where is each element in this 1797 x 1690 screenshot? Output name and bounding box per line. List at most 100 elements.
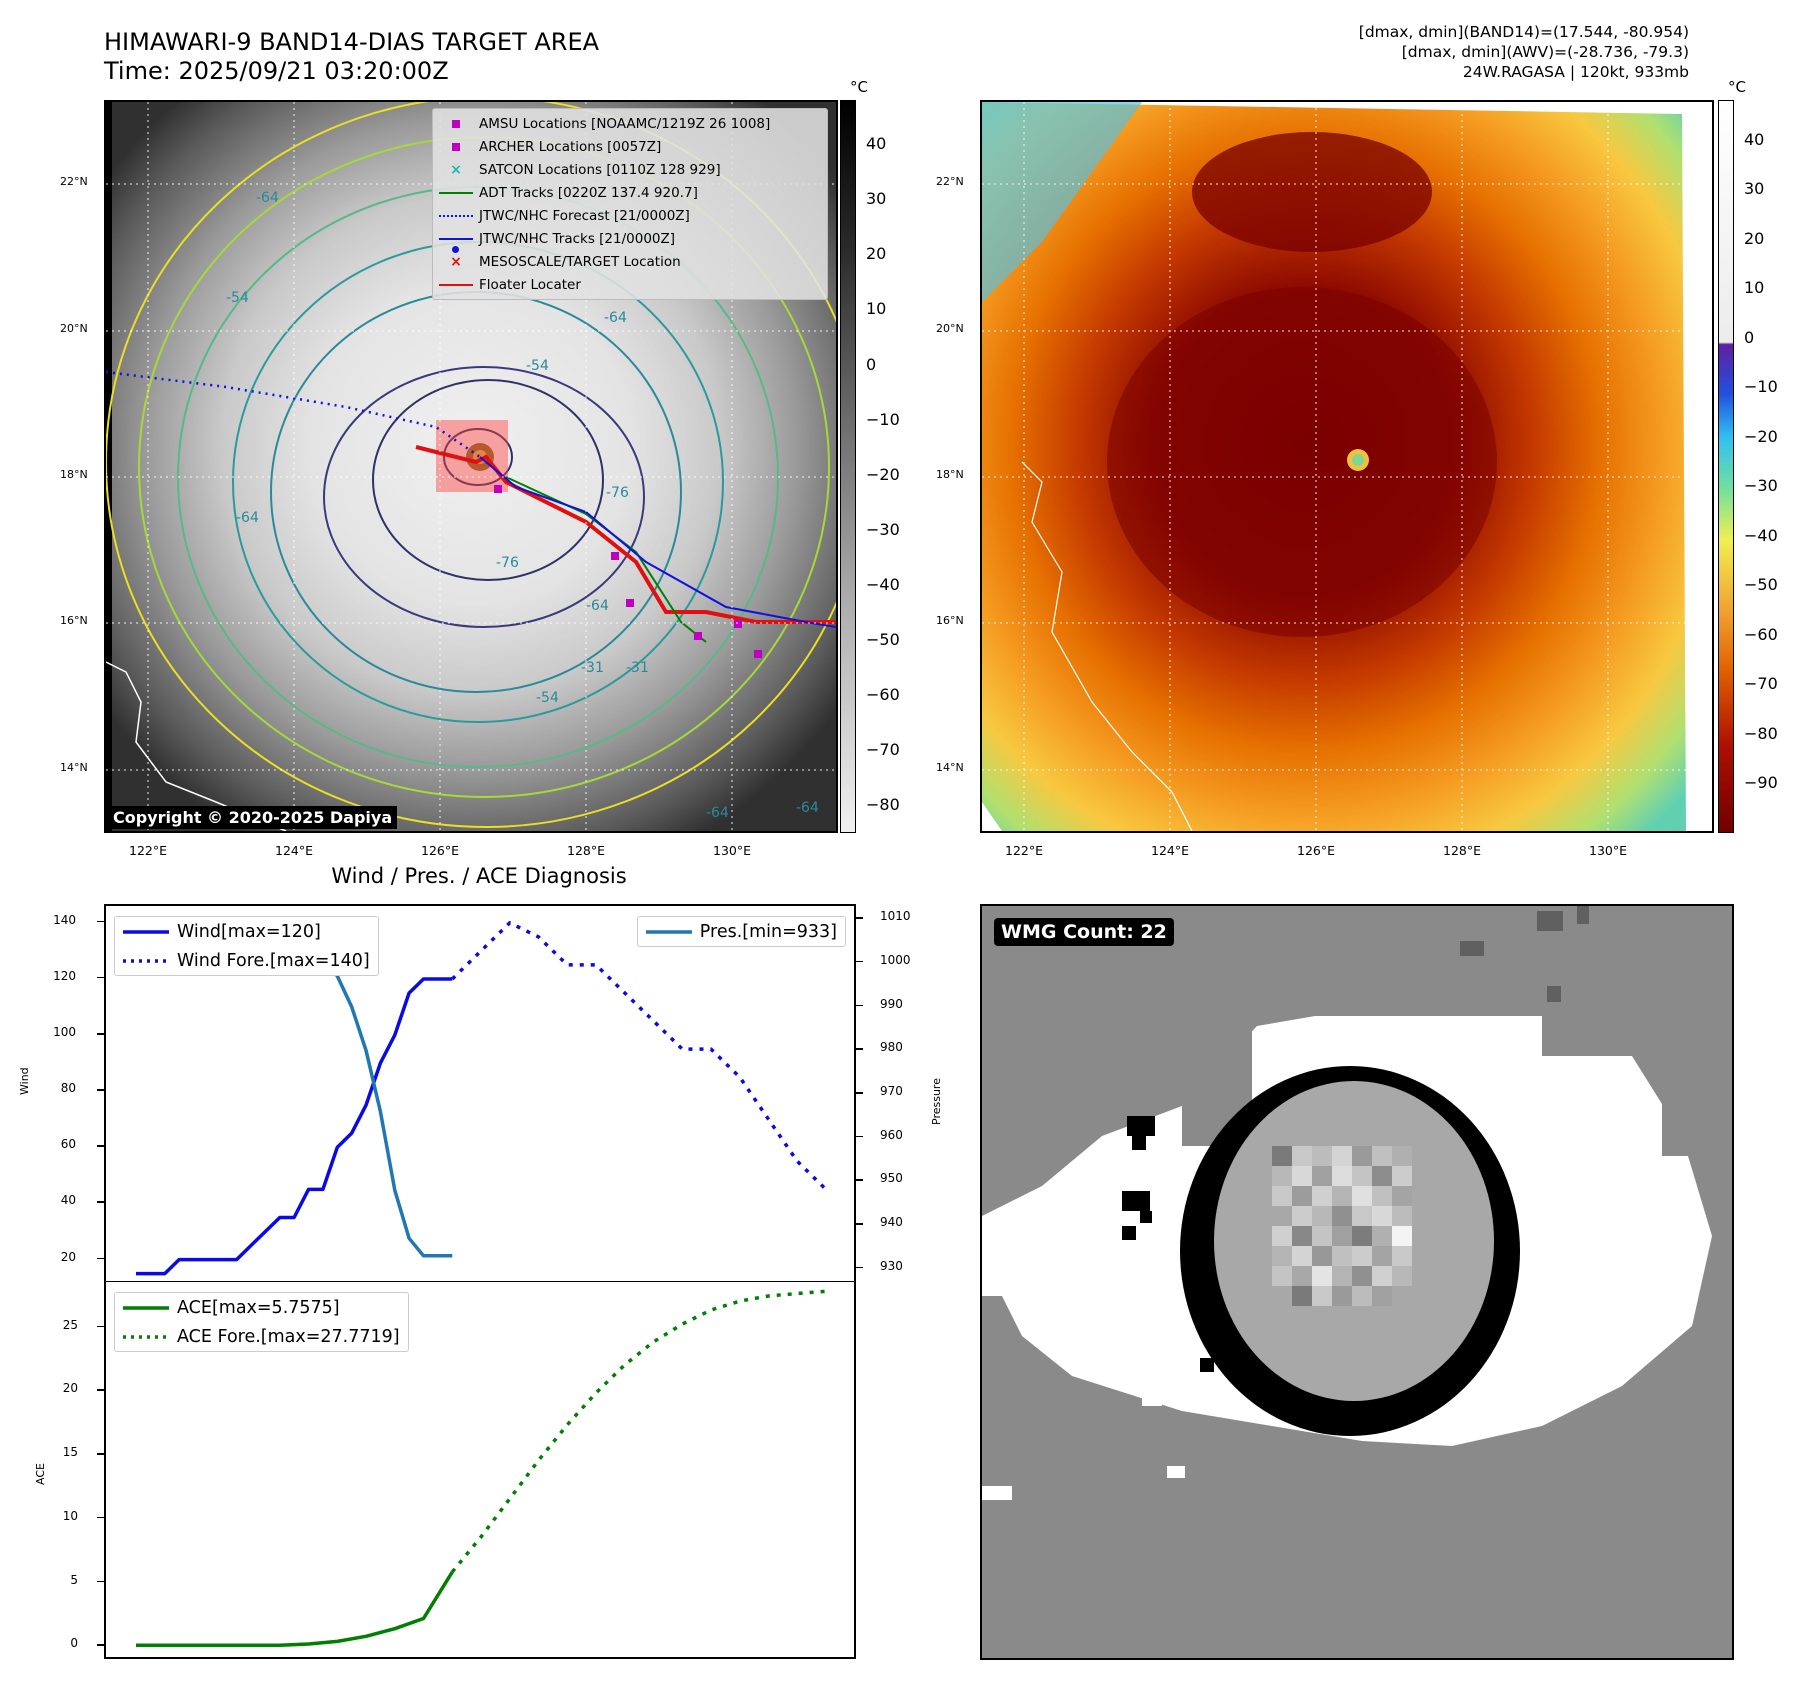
legend-satcon: × SATCON Locations [0110Z 128 929]	[450, 161, 721, 178]
lon-label: 128°E	[566, 843, 606, 858]
pressure-tick-label: 960	[880, 1127, 903, 1142]
pressure-tick-label: 930	[880, 1258, 903, 1273]
lat-label: 16°N	[936, 614, 964, 627]
color-map-panel	[980, 100, 1714, 833]
pressure-tick-mark	[856, 1135, 863, 1138]
pressure-tick-label: 980	[880, 1040, 903, 1055]
colorbar-tick: 30	[866, 189, 887, 209]
colorbar-tick: 0	[866, 354, 877, 374]
colorbar-tick: 10	[1744, 278, 1765, 298]
ace-tick-mark	[97, 1580, 104, 1583]
ace-plot	[136, 1289, 827, 1648]
pressure-tick-label: 970	[880, 1084, 903, 1098]
contour-label: -54	[536, 690, 559, 706]
ace-tick-mark	[97, 1389, 104, 1391]
lon-label: 124°E	[1150, 843, 1190, 858]
lat-label: 16°N	[60, 614, 88, 627]
diagnosis-title: Wind / Pres. / ACE Diagnosis	[331, 864, 627, 888]
pressure-tick-mark	[856, 1179, 863, 1181]
ace-tick-label: 20	[62, 1381, 78, 1396]
lat-label: 22°N	[60, 175, 88, 188]
colorbar-tick: −10	[1744, 377, 1778, 397]
lon-label: 126°E	[1296, 843, 1336, 858]
contour-label: -54	[226, 290, 249, 306]
colorbar-unit: °C	[850, 78, 868, 96]
colorbar-tick: −70	[1744, 674, 1778, 694]
legend-mesoscale: × MESOSCALE/TARGET Location	[450, 253, 681, 270]
pressure-tick-mark	[856, 1092, 863, 1094]
legend-wind-forecast: Wind Fore.[max=140]	[177, 950, 370, 971]
wmg-image	[982, 906, 1732, 1658]
colorbar-tick: −60	[1744, 624, 1778, 644]
ace-tick-mark	[97, 1453, 104, 1455]
colorbar-tick: −10	[866, 409, 900, 429]
pressure-tick-label: 950	[880, 1171, 903, 1186]
wind-tick-label: 120	[53, 968, 76, 983]
legend-pressure: Pres.[min=933]	[699, 921, 837, 942]
pressure-tick-mark	[856, 1004, 863, 1007]
pressure-tick-label: 940	[880, 1215, 903, 1230]
legend-wind: Wind[max=120]	[177, 921, 321, 942]
wind-tick-mark	[97, 1089, 104, 1091]
ace-tick-label: 0	[70, 1636, 78, 1651]
lon-label: 122°E	[1004, 843, 1044, 858]
pressure-tick-label: 1010	[880, 909, 911, 924]
wind-pressure-panel: Wind[max=120] Wind Fore.[max=140] Pres.[…	[104, 904, 856, 1282]
ace-legend: ACE[max=5.7575] ACE Fore.[max=27.7719]	[114, 1292, 409, 1352]
ace-panel: ACE[max=5.7575] ACE Fore.[max=27.7719]	[104, 1281, 856, 1659]
lon-label: 128°E	[1442, 843, 1482, 858]
wind-tick-mark	[97, 920, 104, 923]
legend-amsu: AMSU Locations [NOAAMC/1219Z 26 1008]	[433, 112, 827, 135]
wmg-panel: WMG Count: 22	[980, 904, 1734, 1660]
pressure-tick-label: 990	[880, 996, 903, 1011]
contour-label: -31	[626, 660, 649, 676]
color-colorbar	[1718, 100, 1734, 833]
lat-label: 20°N	[60, 322, 88, 335]
pressure-axis-label: Pressure	[930, 1078, 943, 1125]
contour-label: -54	[526, 358, 549, 374]
colorbar-tick: −50	[1744, 575, 1778, 595]
ace-tick-label: 15	[62, 1445, 78, 1460]
colorbar-tick: −80	[1744, 723, 1778, 743]
colorbar-tick: −70	[866, 740, 900, 760]
colorbar-tick: 0	[1744, 327, 1755, 347]
pressure-legend: Pres.[min=933]	[636, 916, 846, 947]
contour-label: -64	[706, 805, 729, 821]
colorbar-tick: −30	[866, 519, 900, 539]
colorbar-tick: 40	[1744, 129, 1765, 149]
ace-tick-mark	[97, 1516, 104, 1519]
wind-tick-mark	[97, 1145, 104, 1147]
legend-ace: ACE[max=5.7575]	[177, 1297, 340, 1318]
wind-axis-label: Wind	[18, 1067, 31, 1095]
wind-tick-label: 80	[60, 1081, 76, 1096]
contour-label: -64	[586, 598, 609, 614]
colorbar-tick: 40	[866, 134, 887, 154]
lat-label: 22°N	[936, 175, 964, 188]
lat-label: 14°N	[936, 761, 964, 774]
legend-ace-forecast: ACE Fore.[max=27.7719]	[177, 1326, 400, 1347]
wmg-count-badge: WMG Count: 22	[994, 918, 1174, 946]
colorbar-tick: −20	[866, 464, 900, 484]
grayscale-colorbar	[840, 100, 856, 833]
lat-label: 14°N	[60, 761, 88, 774]
ace-axis-label: ACE	[34, 1463, 47, 1485]
colorbar-tick: −60	[866, 685, 900, 705]
wind-tick-label: 140	[53, 912, 76, 927]
lon-label: 126°E	[420, 843, 460, 858]
map-legend: AMSU Locations [NOAAMC/1219Z 26 1008] AR…	[432, 108, 828, 300]
contour-label: -64	[256, 190, 279, 206]
lon-label: 124°E	[274, 843, 314, 858]
legend-adt: ADT Tracks [0220Z 137.4 920.7]	[433, 181, 827, 204]
ir-map-panel: -64 -54 -64 -54 -76 -64 -76 -64 -31 -31 …	[104, 100, 838, 833]
lat-label: 18°N	[60, 468, 88, 481]
pressure-tick-label: 1000	[880, 952, 911, 967]
wind-tick-mark	[97, 1257, 104, 1260]
wind-tick-mark	[97, 976, 104, 979]
colorbar-tick: 30	[1744, 179, 1765, 199]
legend-jtwc-forecast: JTWC/NHC Forecast [21/0000Z]	[433, 204, 827, 227]
wind-tick-label: 60	[60, 1137, 76, 1152]
pressure-tick-mark	[856, 917, 863, 919]
wind-tick-label: 100	[53, 1025, 76, 1040]
lon-label: 122°E	[128, 843, 168, 858]
contour-label: -64	[604, 310, 627, 326]
